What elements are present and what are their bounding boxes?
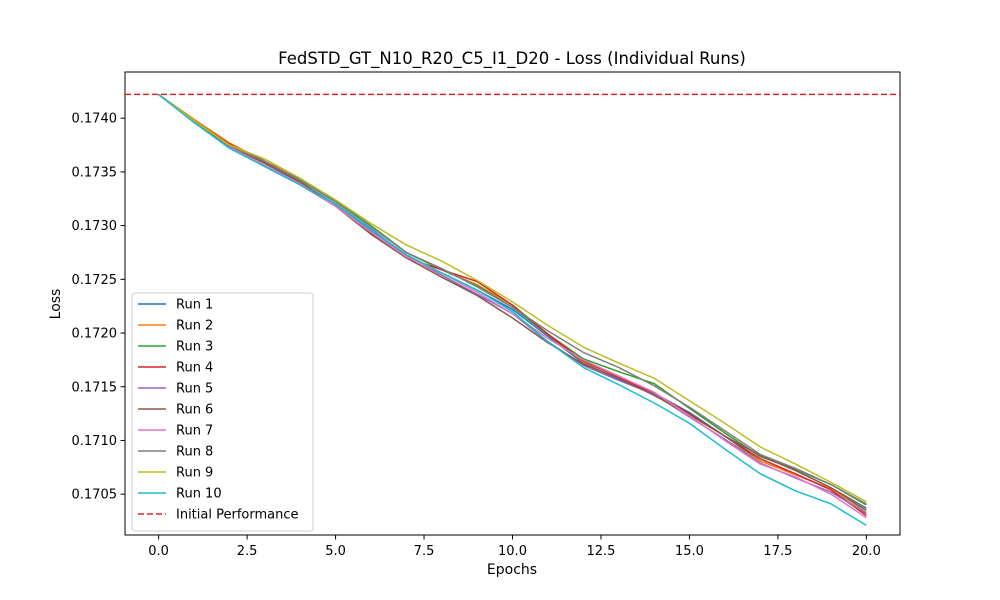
legend-label-initial-performance: Initial Performance [176, 508, 298, 523]
x-tick-label: 0.0 [148, 544, 169, 559]
series-line-run-9 [158, 93, 867, 503]
series-line-run-10 [158, 93, 867, 526]
x-tick-label: 10.0 [498, 544, 527, 559]
x-tick-label: 7.5 [414, 544, 435, 559]
legend-label-run-10: Run 10 [176, 487, 222, 502]
legend-label-run-5: Run 5 [176, 382, 213, 397]
legend-label-run-2: Run 2 [176, 319, 213, 334]
x-tick-label: 5.0 [325, 544, 346, 559]
legend-label-run-4: Run 4 [176, 361, 213, 376]
y-tick-label: 0.1715 [72, 380, 118, 395]
y-tick-label: 0.1735 [72, 165, 118, 180]
x-axis-label: Epochs [487, 562, 537, 578]
x-tick-label: 17.5 [763, 544, 792, 559]
x-axis-ticks: 0.0 2.5 5.0 7.5 10.0 12.5 15.0 17.5 20.0 [148, 535, 881, 559]
y-tick-label: 0.1705 [72, 488, 118, 503]
legend-box [131, 292, 314, 532]
y-tick-label: 0.1710 [72, 434, 118, 449]
y-axis-label: Loss [48, 289, 64, 320]
x-tick-label: 2.5 [237, 544, 258, 559]
series-layer [125, 93, 900, 526]
y-axis-ticks: 0.1705 0.1710 0.1715 0.1720 0.1725 0.1730 0.17… [72, 112, 125, 503]
y-tick-label: 0.1740 [72, 112, 118, 127]
legend: Run 1 Run 2 Run 3 Run 4 Run 5 Run 6 Run 7 Run 8… [131, 292, 314, 532]
legend-label-run-9: Run 9 [176, 466, 213, 481]
y-tick-label: 0.1725 [72, 273, 118, 288]
y-tick-label: 0.1730 [72, 219, 118, 234]
y-tick-label: 0.1720 [72, 327, 118, 342]
legend-label-run-7: Run 7 [176, 424, 213, 439]
legend-label-run-3: Run 3 [176, 340, 213, 355]
legend-label-run-8: Run 8 [176, 445, 213, 460]
series-line-run-7 [158, 93, 867, 519]
chart-title: FedSTD_GT_N10_R20_C5_I1_D20 - Loss (Indi… [278, 49, 746, 69]
legend-label-run-6: Run 6 [176, 403, 213, 418]
legend-label-run-1: Run 1 [176, 298, 213, 313]
series-line-run-8 [158, 93, 867, 505]
x-tick-label: 15.0 [675, 544, 704, 559]
series-line-run-6 [158, 93, 867, 509]
x-tick-label: 20.0 [852, 544, 881, 559]
x-tick-label: 12.5 [586, 544, 615, 559]
